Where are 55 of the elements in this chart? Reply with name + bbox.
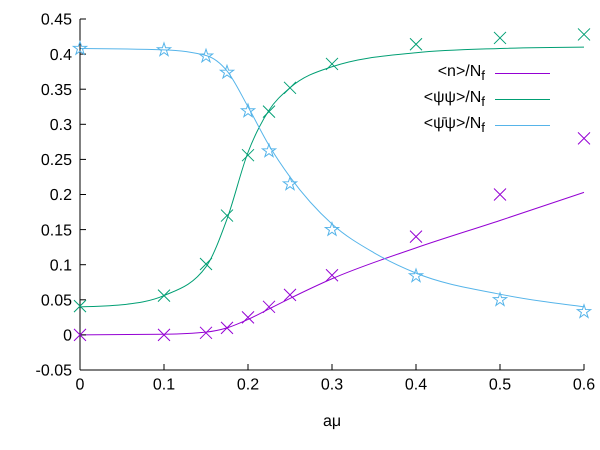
y-tick-label: 0.4 xyxy=(50,46,72,64)
point xyxy=(262,105,276,118)
y-tick-label: 0.45 xyxy=(40,12,72,29)
point xyxy=(242,310,254,324)
point xyxy=(576,304,592,318)
point xyxy=(324,222,340,236)
point xyxy=(200,326,212,340)
y-tick-label: 0 xyxy=(63,328,72,345)
point xyxy=(200,258,212,270)
point xyxy=(242,148,254,162)
y-tick-label: 0.25 xyxy=(40,152,72,170)
point xyxy=(326,268,338,282)
y-tick-label: 0.2 xyxy=(50,187,72,204)
point xyxy=(74,300,86,313)
x-tick-label: 0.6 xyxy=(572,376,596,394)
point xyxy=(158,328,170,342)
point xyxy=(408,268,424,282)
legend-label: <ψψ>/N$_{f}$ xyxy=(424,88,485,110)
point xyxy=(284,288,296,302)
legend-label: <ψ̄ψ>/N$_{f}$ xyxy=(424,114,485,136)
x-tick-label: 0.5 xyxy=(488,376,512,394)
x-tick-label: 0.1 xyxy=(152,376,176,394)
point xyxy=(578,132,590,145)
point xyxy=(240,103,256,118)
y-tick-label: 0.1 xyxy=(50,257,72,274)
x-tick-label: 0.2 xyxy=(236,376,260,394)
point xyxy=(410,230,422,244)
point xyxy=(494,188,506,201)
point xyxy=(326,57,338,70)
point xyxy=(284,81,296,94)
point xyxy=(220,321,234,334)
x-axis-title: aμ xyxy=(322,413,342,430)
point xyxy=(220,64,234,79)
point xyxy=(74,328,86,342)
point xyxy=(578,28,590,41)
point xyxy=(220,209,234,222)
y-tick-label: -0.05 xyxy=(36,362,72,380)
point xyxy=(410,38,422,51)
x-tick-label: 0 xyxy=(76,376,85,394)
point xyxy=(282,176,298,190)
point xyxy=(494,31,506,44)
point xyxy=(262,300,276,314)
point xyxy=(262,143,276,158)
y-tick-label: 0.3 xyxy=(50,116,72,134)
y-tick-label: 0.35 xyxy=(40,82,72,99)
legend-label: <n>/N$_{f}$ xyxy=(438,62,485,84)
point xyxy=(492,292,508,306)
x-tick-label: 0.3 xyxy=(320,376,344,394)
x-tick-label: 0.4 xyxy=(404,376,428,394)
point xyxy=(72,40,88,55)
y-tick-label: 0.05 xyxy=(40,292,72,310)
y-tick-label: 0.15 xyxy=(40,222,72,240)
point xyxy=(198,48,214,62)
point xyxy=(156,42,172,56)
point xyxy=(158,289,170,302)
